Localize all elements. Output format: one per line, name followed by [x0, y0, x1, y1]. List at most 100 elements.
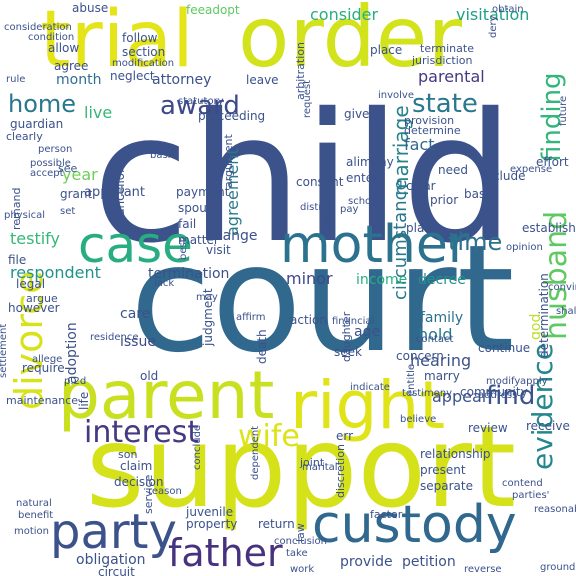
word-convincing: convincing — [548, 282, 576, 293]
word-future: future — [558, 96, 569, 126]
word-determination: determination — [537, 273, 551, 358]
word-request: request — [302, 80, 313, 118]
word-argue: argue — [26, 292, 58, 305]
word-obligation: obligation — [76, 552, 146, 568]
word-respondent: respondent — [10, 263, 101, 282]
word-property: property — [186, 517, 237, 531]
word-allow: allow — [48, 41, 79, 55]
word-care: care — [120, 306, 150, 322]
word-appellant: appellant — [84, 185, 145, 200]
word-consideration: consideration — [4, 22, 72, 33]
word-work: work — [290, 564, 314, 575]
word-rule: rule — [6, 74, 25, 85]
word-need: need — [438, 163, 468, 177]
word-abuse: abuse — [72, 1, 108, 15]
word-follow: follow — [122, 31, 158, 45]
word-law: law — [294, 523, 307, 542]
word-termination: termination — [148, 266, 229, 282]
word-death: death — [255, 329, 269, 364]
word-petition: petition — [402, 554, 456, 570]
word-separate: separate — [420, 479, 473, 493]
word-present: present — [420, 463, 466, 477]
word-however: however — [8, 301, 60, 315]
word-fail: fail — [178, 217, 196, 231]
word-include: include — [482, 169, 525, 183]
word-argument: argument — [222, 134, 235, 188]
word-state: state — [412, 89, 478, 119]
word-person: person — [38, 144, 72, 155]
word-prior: prior — [430, 193, 458, 207]
word-modification: modification — [112, 58, 174, 69]
word-wife: wife — [238, 419, 300, 454]
word-old: old — [140, 369, 158, 383]
word-year: year — [62, 165, 98, 184]
word-terminate: terminate — [420, 42, 474, 55]
word-judgment: judgment — [201, 288, 215, 347]
word-continue: continue — [478, 341, 530, 355]
word-believe: believe — [400, 414, 436, 425]
word-son: son — [118, 448, 137, 461]
word-grant: grant — [60, 187, 93, 201]
word-school: school — [348, 196, 380, 207]
word-best: best — [178, 238, 189, 260]
word-live: live — [84, 103, 112, 122]
word-establish: establish — [522, 221, 576, 235]
word-clear: clear — [406, 179, 436, 193]
word-change: change — [206, 228, 258, 244]
word-neglect: neglect — [110, 69, 155, 83]
word-require: require — [22, 361, 65, 375]
word-place: place — [370, 43, 402, 57]
word-reverse: reverse — [464, 564, 502, 575]
word-residence: residence — [90, 332, 139, 343]
word-reason: reason — [148, 486, 182, 497]
word-parental: parental — [418, 67, 485, 86]
word-shall: shall — [556, 306, 576, 317]
word-parent: parent — [58, 357, 274, 434]
word-possible: possible — [30, 158, 71, 169]
word-action: action — [290, 313, 327, 327]
word-settlement: settlement — [0, 324, 9, 378]
word-review: review — [468, 421, 508, 435]
word-spouse: spouse — [178, 201, 220, 215]
word-finding: finding — [537, 72, 567, 162]
word-husband: husband — [539, 211, 574, 340]
word-maintenance: maintenance — [6, 394, 78, 407]
word-receive: receive — [526, 419, 570, 433]
word-dependent: dependent — [250, 426, 261, 480]
word-time: time — [448, 228, 502, 256]
word-allege: allege — [32, 354, 62, 365]
word-marriage: marriage — [389, 105, 413, 196]
word-decision: decision — [114, 475, 163, 489]
word-accept: accept — [30, 168, 64, 179]
word-enter: enter — [346, 171, 378, 185]
word-indicate: indicate — [350, 382, 390, 393]
word-home: home — [8, 90, 76, 118]
word-see: see — [58, 162, 77, 175]
word-clearly: clearly — [6, 130, 43, 143]
word-child: child — [92, 75, 515, 282]
word-case: case — [78, 216, 193, 274]
word-claim: claim — [120, 459, 152, 473]
word-base: base — [464, 187, 493, 201]
word-right: right — [290, 367, 445, 444]
word-feeadopt: feeadopt — [186, 3, 240, 17]
word-guardian: guardian — [10, 117, 63, 131]
word-visit: visit — [206, 243, 231, 257]
word-dery: dery — [488, 15, 499, 38]
word-parties: parties' — [512, 490, 549, 501]
word-party: party — [50, 504, 177, 560]
word-proceeding: proceeding — [198, 109, 265, 123]
word-testify: testify — [10, 229, 60, 248]
word-apply: apply — [520, 376, 548, 387]
word-decree: decree — [418, 272, 466, 288]
word-affirm: affirm — [236, 312, 265, 323]
word-chancellor: chancellor — [113, 168, 127, 230]
word-hold: hold — [418, 325, 453, 344]
word-month: month — [56, 72, 101, 88]
word-matter: matter — [178, 233, 219, 247]
word-ground: ground — [540, 562, 575, 573]
word-contend: contend — [502, 478, 543, 489]
word-set: set — [60, 206, 75, 217]
